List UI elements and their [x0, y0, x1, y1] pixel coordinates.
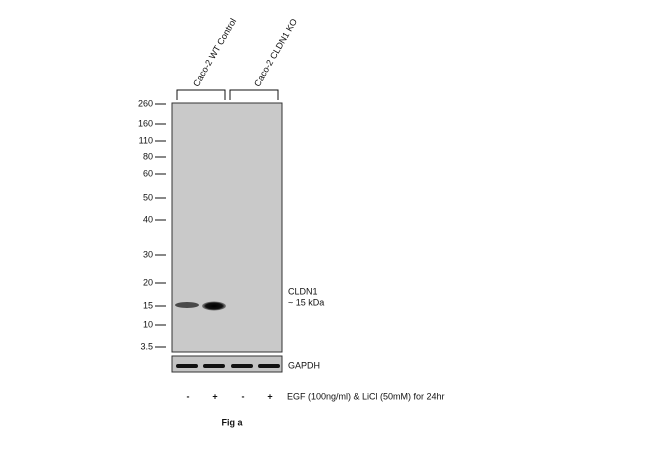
- marker-label: 260: [138, 98, 153, 108]
- band: [202, 301, 226, 311]
- marker-label: 160: [138, 118, 153, 128]
- treatment-label: EGF (100ng/ml) & LiCl (50mM) for 24hr: [287, 391, 445, 401]
- marker-label: 20: [143, 277, 153, 287]
- marker-label: 80: [143, 151, 153, 161]
- blot-membrane: [171, 102, 283, 353]
- marker-label: 50: [143, 192, 153, 202]
- group-bracket: [176, 89, 226, 100]
- treatment-sign: +: [212, 391, 217, 401]
- band: [175, 302, 199, 308]
- marker-label: 15: [143, 300, 153, 310]
- treatment-sign: -: [187, 391, 190, 401]
- marker-label: 3.5: [140, 341, 153, 351]
- gapdh-strip: [171, 355, 283, 373]
- group-label: Caco-2 CLDN1 KO: [252, 17, 299, 88]
- treatment-sign: +: [267, 391, 272, 401]
- marker-label: 10: [143, 319, 153, 329]
- band-name: CLDN1: [288, 286, 318, 296]
- band-size: ~ 15 kDa: [288, 297, 324, 307]
- marker-label: 60: [143, 168, 153, 178]
- band: [258, 364, 280, 368]
- group-bracket: [229, 89, 279, 100]
- treatment-sign: -: [242, 391, 245, 401]
- loading-control: GAPDH: [288, 360, 320, 370]
- band: [231, 364, 253, 368]
- marker-label: 30: [143, 249, 153, 259]
- marker-label: 110: [139, 135, 153, 145]
- caption: Fig a: [221, 417, 243, 427]
- group-label: Caco-2 WT Control: [191, 17, 238, 89]
- band: [176, 364, 198, 368]
- band: [203, 364, 225, 368]
- marker-label: 40: [143, 214, 153, 224]
